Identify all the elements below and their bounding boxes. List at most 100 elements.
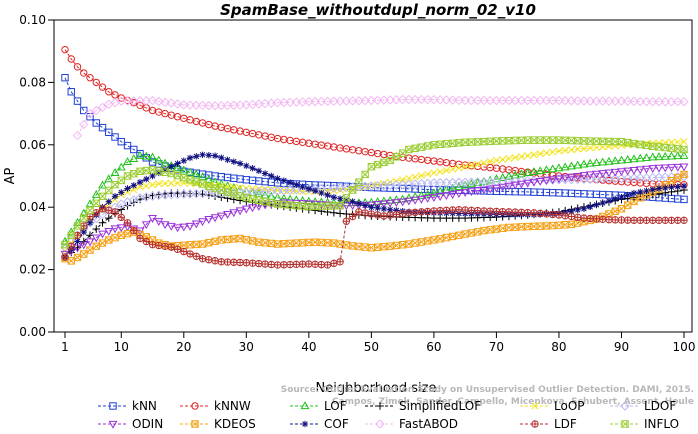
point-fastabod [397,94,408,105]
point-lof [548,164,558,173]
point-ldf [505,208,513,216]
point-cof [168,163,175,170]
point-cof [330,194,338,201]
point-odin [160,221,170,230]
x-tick-label: 10 [114,340,129,354]
point-cof [311,187,319,195]
legend-item-fastabod: FastABOD [365,417,458,431]
point-fastabod [541,95,552,106]
point-kdeos [423,237,432,245]
point-ldof [185,189,195,199]
legend-swatch-marker [300,401,310,410]
watermark-line-2: Campos, Zimek, Sander, Campello, Micenko… [332,397,694,407]
y-tick-label: 0.04 [19,200,46,214]
point-lof [541,165,551,174]
point-ldf [255,259,263,268]
point-odin [573,172,583,181]
point-odin [91,234,101,243]
point-ldf [423,207,432,216]
point-loop [536,150,544,158]
point-knnw [192,117,201,126]
point-ldf [180,247,188,256]
point-inflo [79,214,89,222]
point-knn [92,119,100,127]
point-ldof [497,176,508,187]
point-fastabod [85,108,95,119]
point-fastabod [410,94,420,105]
x-tick-label: 20 [176,340,191,354]
point-knnw [117,94,125,102]
point-cof [236,160,244,167]
point-knn [130,145,138,154]
point-ldf [280,261,288,269]
y-tick-label: 0.06 [19,138,46,152]
point-loop [449,165,457,173]
point-lof [660,151,670,160]
point-lof [610,156,620,165]
point-cof [155,169,162,177]
point-cof [255,167,263,175]
point-knnw [61,45,69,54]
point-kdeos [80,250,88,258]
point-kdeos [624,201,632,209]
point-lof [554,163,564,172]
point-ldf [111,208,119,216]
point-ldf [611,216,619,224]
point-fastabod [629,96,639,107]
point-inflo [366,162,376,171]
point-ldf [480,207,488,215]
point-lof [510,170,520,179]
point-ldf [392,210,401,218]
point-lof [642,153,651,162]
point-fastabod [322,96,333,107]
point-inflo [66,231,76,239]
point-lof [154,155,164,164]
point-loop [155,180,163,188]
point-fastabod [466,95,477,106]
point-ldof [591,174,602,184]
point-fastabod [598,96,608,106]
point-lof [592,158,601,166]
point-simplifiedlof [330,208,338,217]
point-loop [405,174,413,182]
point-fastabod [166,98,177,108]
point-ldf [367,210,376,218]
point-fastabod [591,96,602,106]
point-loop [192,180,200,188]
point-ldof [435,178,445,188]
point-kdeos [317,238,326,247]
point-ldf [236,258,244,267]
point-ldof [510,176,520,186]
point-ldof [516,176,527,186]
point-ldof [460,177,470,187]
point-ldf [523,208,532,217]
point-kdeos [411,239,419,247]
point-kdeos [430,236,438,244]
point-ldof [472,177,483,187]
point-ldf [567,212,576,221]
point-kdeos [467,229,476,237]
legend-swatch-marker [620,420,630,428]
point-kdeos [492,225,501,233]
point-loop [230,183,238,191]
series-line-odin [64,166,685,255]
legend-label: INFLO [644,417,679,431]
point-cof [243,162,250,170]
point-knnw [86,74,94,82]
point-fastabod [616,96,627,106]
legend-item-odin: ODIN [98,417,163,431]
legend-label: LoOP [554,399,585,413]
point-kdeos [636,194,644,202]
legend-swatch-marker [109,402,117,410]
point-loop [374,181,382,189]
point-ldf [73,231,82,239]
point-inflo [135,167,145,176]
point-odin [604,169,614,178]
point-odin [491,184,501,193]
point-odin [166,222,176,231]
point-ldf [361,209,369,217]
point-fastabod [679,97,689,107]
point-cof [649,186,656,193]
point-loop [461,163,469,171]
point-fastabod [379,95,389,105]
